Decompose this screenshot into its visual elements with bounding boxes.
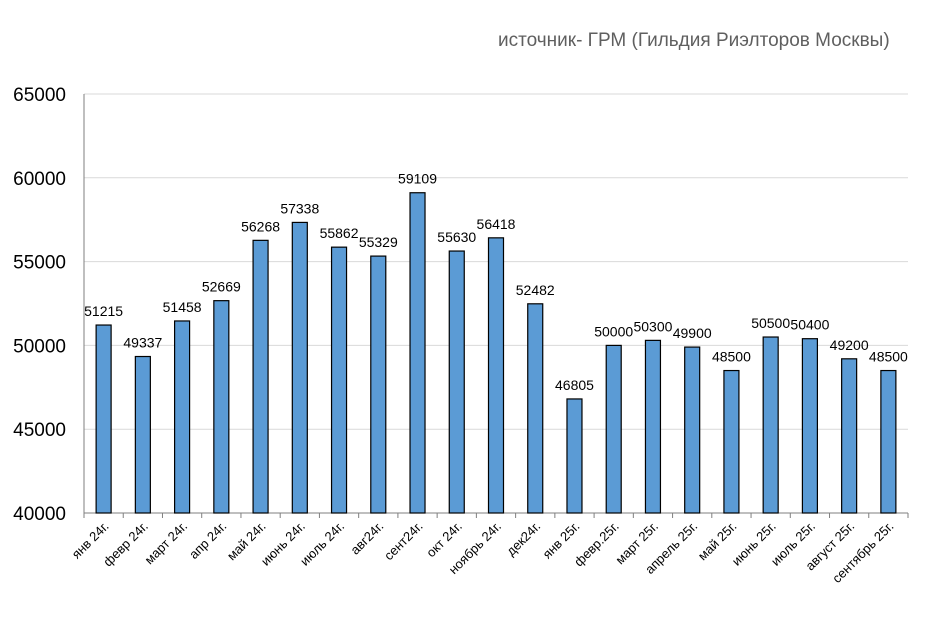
bar (213, 300, 230, 514)
data-label: 50000 (594, 323, 633, 339)
data-label: 57338 (280, 200, 319, 216)
data-label: 52482 (516, 282, 555, 298)
bar (487, 237, 505, 514)
x-tick-label: март 24г. (141, 519, 190, 568)
x-tick-label: дек24г. (503, 519, 543, 559)
data-label: 56418 (477, 216, 516, 232)
data-label: 51215 (84, 303, 123, 319)
data-label: 48500 (869, 349, 908, 365)
bar (841, 358, 858, 514)
bar (448, 250, 465, 514)
data-label: 46805 (555, 377, 594, 393)
bar (644, 339, 662, 514)
data-label: 56268 (241, 218, 280, 234)
data-label: 55329 (359, 234, 398, 250)
bar (684, 346, 701, 514)
bar (95, 324, 112, 514)
data-label: 49337 (123, 335, 162, 351)
y-tick-label: 65000 (13, 85, 66, 106)
bar (723, 369, 740, 514)
bar (370, 255, 387, 514)
x-tick-label: сент24г. (381, 519, 426, 564)
bar (330, 246, 348, 514)
y-tick-label: 45000 (13, 420, 66, 441)
x-tick-label: апр 24г. (186, 519, 229, 562)
data-label: 55862 (320, 225, 359, 241)
y-tick-label: 40000 (13, 504, 66, 525)
bar (762, 336, 779, 514)
data-label: 52669 (202, 279, 241, 295)
chart-subtitle: источник- ГРМ (Гильдия Риэлторов Москвы) (498, 30, 890, 51)
bar (173, 320, 191, 514)
y-tick-label: 50000 (13, 336, 66, 357)
y-tick-label: 55000 (13, 253, 66, 274)
data-label: 59109 (398, 171, 437, 187)
data-label: 49200 (830, 337, 869, 353)
data-label: 55630 (437, 229, 476, 245)
bar (252, 239, 269, 514)
bar (605, 344, 622, 514)
data-label: 48500 (712, 349, 751, 365)
bar (801, 338, 819, 514)
bar (291, 221, 308, 514)
bar (409, 192, 426, 514)
y-tick-label: 60000 (13, 169, 66, 190)
bar (134, 355, 151, 514)
data-label: 49900 (673, 325, 712, 341)
data-label: 51458 (163, 299, 202, 315)
bar (527, 303, 544, 514)
bar (880, 369, 897, 514)
data-label: 50400 (790, 317, 829, 333)
data-label: 50500 (751, 315, 790, 331)
bar (566, 398, 583, 514)
data-label: 50300 (633, 318, 672, 334)
